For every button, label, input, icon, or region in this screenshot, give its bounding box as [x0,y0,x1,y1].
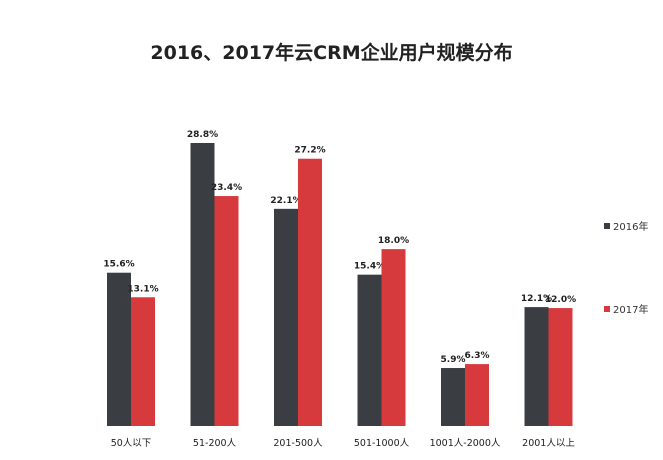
bar-2016-2 [274,208,298,426]
legend-swatch-2016 [604,222,610,229]
data-label-2017-4: 6.3% [465,351,490,361]
chart-title: 2016、2017年云CRM企业用户规模分布 [150,42,513,64]
data-label-2017-2: 27.2% [294,146,325,156]
legend-swatch-2017 [604,305,610,312]
data-label-2016-0: 15.6% [103,260,134,270]
category-label-5: 2001人以上 [522,438,575,449]
bar-2016-4 [441,368,465,426]
bar-2017-0 [131,297,155,426]
data-label-2016-3: 15.4% [354,262,385,272]
data-label-2016-2: 22.1% [270,196,301,206]
bar-2017-3 [381,249,406,426]
bar-2017-5 [548,308,573,426]
bar-2017-2 [298,158,322,426]
data-label-2016-1: 28.8% [187,130,218,140]
category-label-1: 51-200人 [193,438,237,449]
data-label-2017-0: 13.1% [127,284,158,294]
data-label-2017-3: 18.0% [378,236,409,246]
category-label-0: 50人以下 [111,438,152,449]
bar-2017-1 [214,196,239,426]
data-label-2016-4: 5.9% [441,355,466,365]
data-label-2017-5: 12.0% [545,295,576,305]
bar-2016-1 [190,143,215,426]
bar-2016-3 [357,274,382,426]
legend-label-2017: 2017年 [613,305,649,316]
category-label-3: 501-1000人 [354,438,410,449]
category-label-2: 201-500人 [273,438,323,449]
data-label-2016-5: 12.1% [521,294,552,304]
legend-item-2016: 2016年 [604,218,648,233]
legend-label-2016: 2016年 [613,222,649,233]
bar-2017-4 [465,364,489,426]
bar-2016-0 [107,272,131,426]
bar-2016-5 [524,307,549,426]
legend-item-2017: 2017年 [604,301,648,316]
category-label-4: 1001人-2000人 [430,438,501,449]
data-label-2017-1: 23.4% [211,183,242,193]
